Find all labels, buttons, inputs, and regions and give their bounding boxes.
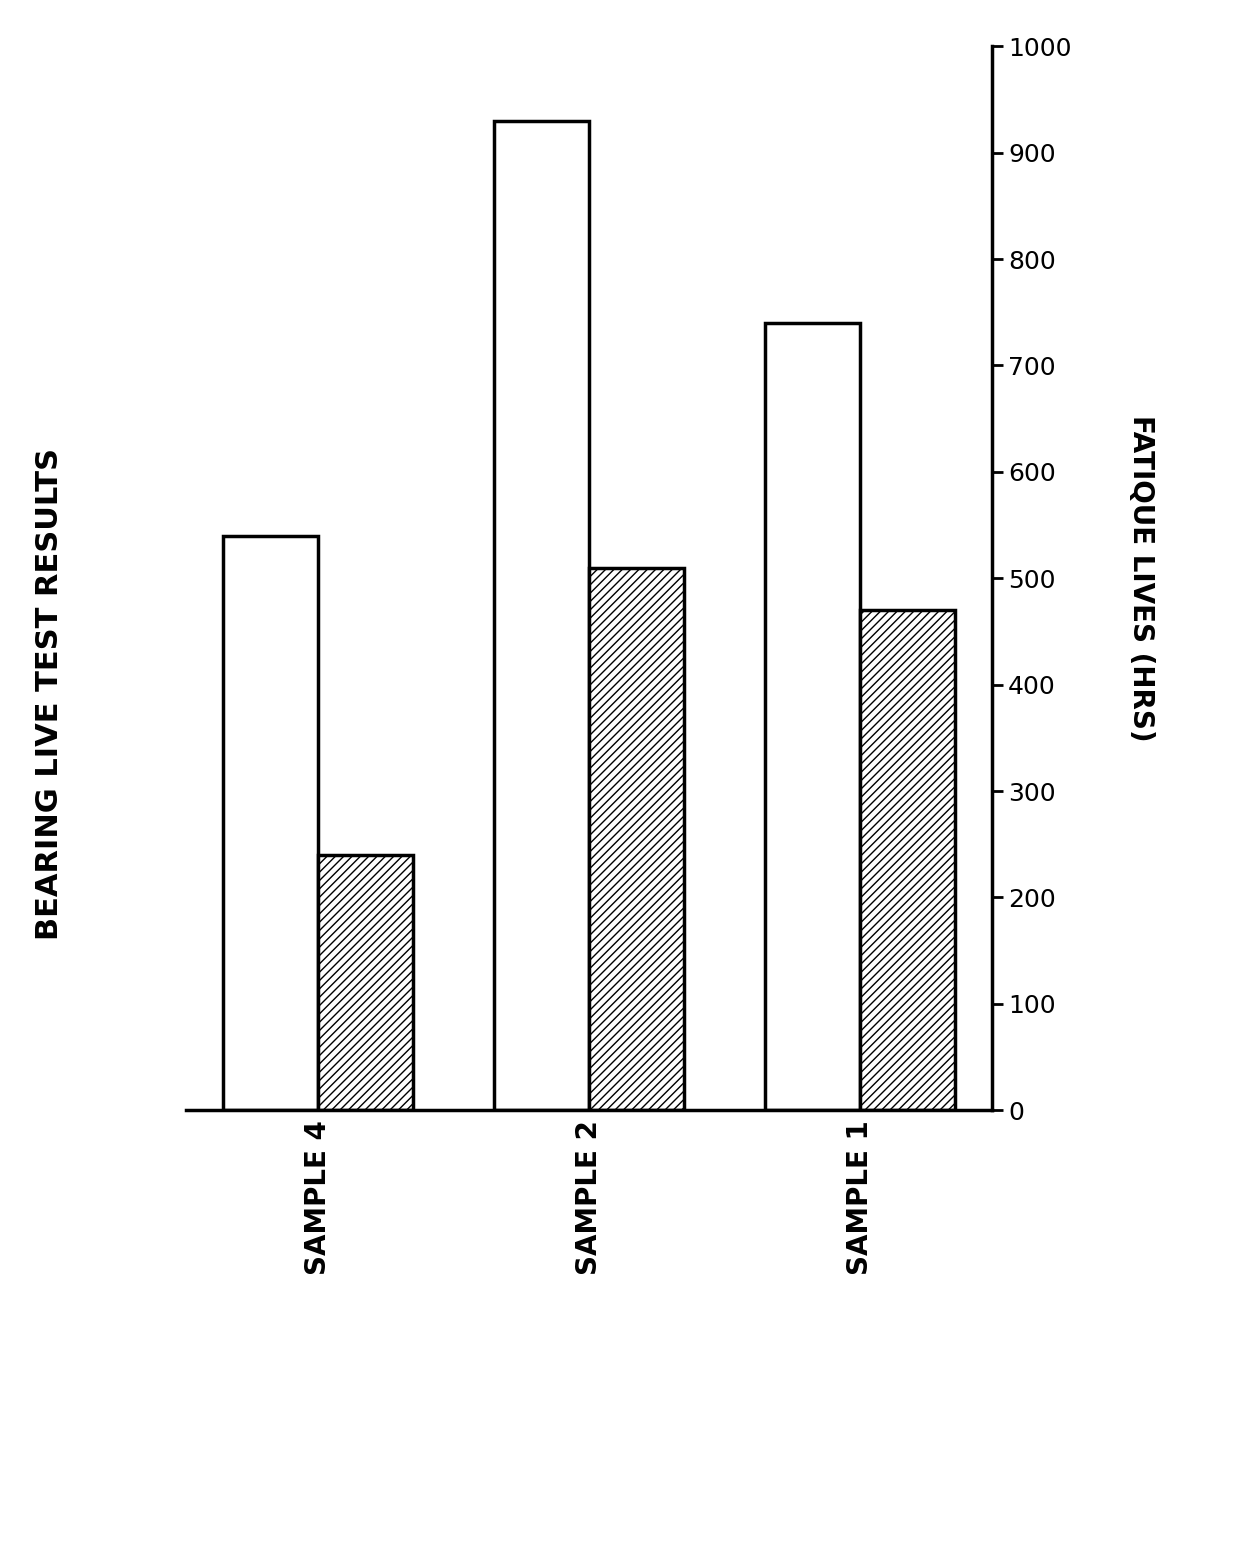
Bar [223,535,317,1110]
Bar [861,611,955,1110]
Text: BEARING LIVE TEST RESULTS: BEARING LIVE TEST RESULTS [35,447,64,941]
Bar [317,854,413,1110]
Bar [765,322,861,1110]
Y-axis label: FATIQUE LIVES (HRS): FATIQUE LIVES (HRS) [1127,415,1154,742]
Bar [494,120,589,1110]
Bar [589,567,684,1110]
